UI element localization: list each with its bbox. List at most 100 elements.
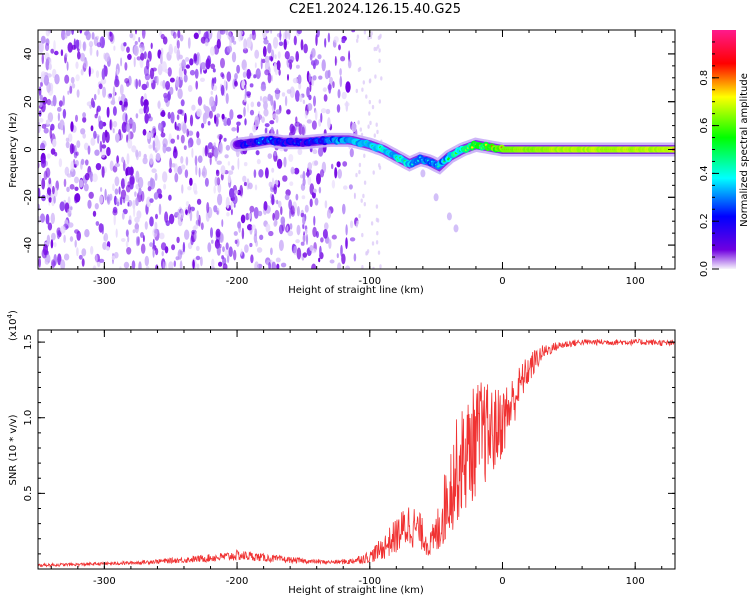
noise-blob: [74, 239, 77, 248]
noise-blob: [101, 68, 106, 80]
noise-blob: [361, 87, 364, 92]
noise-blob: [149, 198, 154, 204]
noise-blob: [233, 40, 237, 45]
noise-blob: [272, 177, 274, 189]
noise-blob: [324, 38, 327, 48]
noise-blob: [244, 67, 248, 73]
noise-blob: [226, 117, 231, 126]
noise-blob: [363, 153, 366, 158]
noise-blob: [163, 183, 167, 190]
noise-blob: [56, 229, 61, 240]
noise-blob: [76, 89, 80, 98]
noise-blob: [97, 135, 100, 144]
noise-blob: [144, 255, 149, 267]
noise-blob: [262, 46, 267, 57]
noise-blob: [265, 30, 270, 34]
noise-blob: [276, 199, 279, 205]
noise-blob: [247, 103, 249, 113]
noise-blob: [66, 173, 72, 178]
noise-blob: [321, 59, 326, 72]
noise-blob: [371, 241, 375, 246]
noise-blob: [243, 106, 246, 117]
noise-blob: [81, 258, 85, 267]
noise-blob: [350, 220, 354, 229]
noise-blob: [74, 186, 79, 191]
noise-blob: [289, 181, 294, 186]
noise-blob: [195, 164, 198, 176]
noise-blob: [208, 142, 213, 150]
noise-blob: [112, 120, 118, 128]
noise-blob: [276, 60, 281, 71]
noise-blob: [149, 216, 154, 227]
noise-blob: [138, 43, 145, 49]
noise-blob: [46, 153, 51, 159]
noise-blob: [170, 138, 175, 144]
noise-blob: [259, 95, 263, 102]
noise-blob: [367, 124, 370, 129]
noise-blob: [326, 209, 332, 219]
spectrogram-x-label: Height of straight line (km): [288, 285, 424, 296]
noise-blob: [341, 38, 346, 44]
noise-blob: [138, 150, 142, 158]
noise-blob: [312, 149, 318, 155]
x-tick-label: 0: [499, 276, 505, 287]
noise-blob: [302, 99, 306, 105]
noise-blob: [121, 156, 125, 163]
noise-blob: [91, 32, 95, 40]
noise-blob: [306, 86, 310, 98]
noise-blob: [256, 158, 261, 165]
noise-blob: [148, 144, 153, 149]
x-tick-label: -100: [358, 576, 381, 587]
noise-blob: [216, 207, 220, 216]
noise-blob: [325, 108, 331, 115]
noise-blob: [38, 121, 41, 134]
noise-blob: [372, 170, 375, 175]
noise-blob: [200, 222, 204, 230]
noise-blob: [287, 59, 294, 64]
noise-blob: [225, 196, 230, 209]
colorbar-label: Normalized spectral amplitude: [739, 73, 750, 227]
noise-blob: [227, 174, 231, 184]
noise-blob: [47, 222, 53, 231]
noise-blob: [50, 212, 55, 225]
noise-blob: [40, 81, 43, 87]
noise-blob: [120, 178, 126, 190]
noise-blob: [217, 193, 223, 206]
noise-blob: [49, 57, 52, 66]
noise-blob: [39, 94, 43, 100]
noise-blob: [176, 39, 180, 49]
noise-blob: [256, 69, 261, 75]
noise-blob: [187, 186, 192, 191]
noise-blob: [149, 153, 154, 165]
noise-blob: [152, 140, 156, 151]
colorbar-tick-label: 0.0: [699, 261, 710, 277]
noise-blob: [48, 197, 52, 203]
noise-blob: [281, 92, 286, 97]
noise-blob: [237, 221, 241, 229]
noise-blob: [302, 234, 307, 242]
noise-blob: [82, 112, 86, 118]
noise-blob: [275, 257, 281, 263]
noise-blob: [320, 237, 324, 243]
noise-blob: [278, 239, 284, 252]
noise-blob: [361, 232, 364, 238]
noise-blob: [267, 153, 273, 160]
noise-blob: [272, 36, 279, 49]
noise-blob: [204, 145, 208, 157]
noise-blob: [219, 135, 222, 142]
noise-blob: [234, 80, 238, 87]
noise-blob: [175, 126, 180, 131]
noise-blob: [38, 215, 41, 224]
noise-blob: [306, 119, 312, 124]
noise-blob: [70, 121, 74, 132]
noise-blob: [213, 76, 217, 84]
noise-blob: [79, 179, 84, 188]
noise-blob: [120, 57, 123, 67]
noise-blob: [237, 30, 244, 36]
noise-blob: [121, 121, 128, 133]
noise-blob: [96, 42, 102, 48]
noise-blob: [151, 168, 157, 173]
noise-blob: [125, 168, 129, 177]
noise-blob: [231, 51, 237, 63]
noise-blob: [366, 250, 369, 256]
